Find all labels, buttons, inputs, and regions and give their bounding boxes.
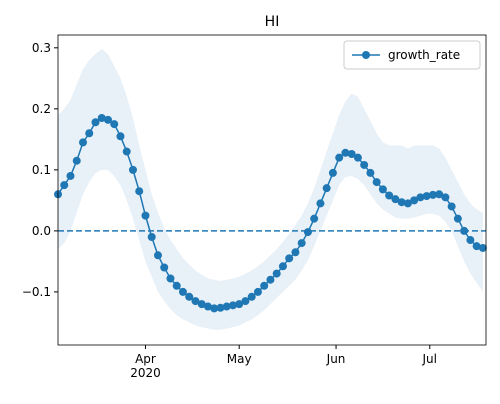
data-point <box>360 160 369 169</box>
data-point <box>97 113 106 122</box>
data-point <box>422 192 431 201</box>
data-point <box>60 181 69 190</box>
data-point <box>210 304 219 313</box>
data-point <box>316 199 325 208</box>
data-point <box>147 232 156 241</box>
data-point <box>197 300 206 309</box>
data-point <box>460 226 469 235</box>
data-point <box>135 187 144 196</box>
data-point <box>110 120 119 129</box>
legend: growth_rate <box>343 40 481 70</box>
data-point <box>322 184 331 193</box>
data-point <box>453 214 462 223</box>
data-point <box>403 199 412 208</box>
data-point <box>191 297 200 306</box>
data-point <box>378 185 387 194</box>
data-point <box>328 168 337 177</box>
data-point <box>247 292 256 301</box>
data-point <box>72 156 81 165</box>
data-point <box>466 236 475 245</box>
data-point <box>128 165 137 174</box>
data-point <box>410 196 419 205</box>
data-point <box>253 287 262 296</box>
y-tick-label: 0.1 <box>32 163 51 177</box>
data-point <box>260 281 269 290</box>
y-tick-label: −0.1 <box>22 285 51 299</box>
data-point <box>347 149 356 158</box>
y-tick-label: 0.3 <box>32 41 51 55</box>
data-point <box>235 300 244 309</box>
data-point <box>78 138 87 147</box>
data-point <box>66 171 75 180</box>
data-point <box>478 243 487 252</box>
confidence-band <box>58 49 483 330</box>
data-point <box>203 302 212 311</box>
data-point <box>372 178 381 187</box>
data-point <box>397 198 406 207</box>
data-point <box>335 153 344 162</box>
data-point <box>153 251 162 260</box>
data-point <box>310 214 319 223</box>
data-point <box>185 292 194 301</box>
data-point <box>166 274 175 283</box>
data-point <box>172 281 181 290</box>
x-tick-label: Jul <box>422 352 437 366</box>
data-point <box>272 269 281 278</box>
legend-marker <box>362 51 370 59</box>
data-point <box>278 262 287 271</box>
plot-frame <box>57 34 487 346</box>
x-tick-label: May <box>227 352 252 366</box>
data-point <box>341 148 350 157</box>
data-point <box>366 168 375 177</box>
data-point <box>178 287 187 296</box>
data-point <box>160 263 169 272</box>
data-point <box>222 302 231 311</box>
data-point <box>303 228 312 237</box>
data-point <box>141 211 150 220</box>
y-tick-label: 0.0 <box>32 224 51 238</box>
x-tick-label: Apr 2020 <box>130 352 161 380</box>
x-tick-label: Jun <box>326 352 346 366</box>
data-point <box>391 195 400 204</box>
data-point <box>266 275 275 284</box>
data-point <box>435 190 444 199</box>
y-tick-label: 0.2 <box>32 102 51 116</box>
data-point <box>291 248 300 257</box>
data-point <box>85 129 94 138</box>
data-point <box>285 254 294 263</box>
data-point <box>441 193 450 202</box>
data-point <box>472 242 481 251</box>
data-point <box>297 239 306 248</box>
data-point <box>216 303 225 312</box>
data-point <box>353 153 362 162</box>
data-point <box>228 301 237 310</box>
data-point <box>241 297 250 306</box>
legend-label: growth_rate <box>388 48 460 62</box>
data-point <box>385 191 394 200</box>
data-point <box>103 115 112 124</box>
data-point <box>122 147 131 156</box>
data-point <box>428 190 437 199</box>
data-point <box>447 202 456 211</box>
data-point <box>416 193 425 202</box>
legend-box <box>343 40 481 70</box>
chart-title: HI <box>265 14 280 30</box>
data-point <box>116 132 125 141</box>
data-point <box>91 118 100 127</box>
